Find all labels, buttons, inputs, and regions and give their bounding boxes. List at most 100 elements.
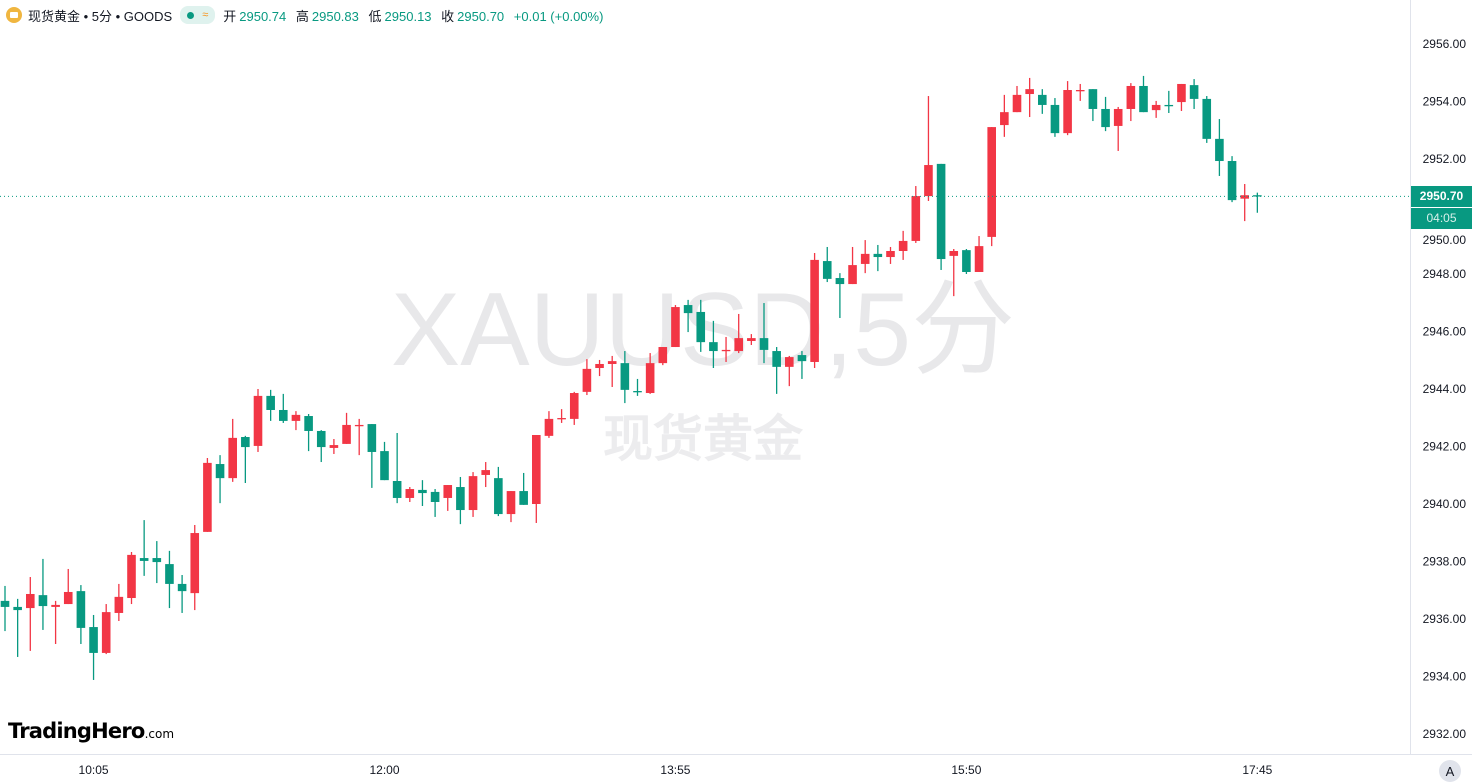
candle [203, 458, 212, 532]
price-tick-label: 2944.00 [1423, 382, 1467, 396]
candle [190, 524, 200, 611]
candle-body [1215, 138, 1224, 162]
candle-body [203, 462, 212, 532]
candle [291, 411, 301, 431]
price-axis[interactable]: 2932.00 2934.00 2936.00 2938.00 2940.00 2942.… [1423, 37, 1467, 741]
candle-body [190, 533, 200, 594]
candle-body [557, 418, 566, 420]
candle [228, 418, 237, 482]
time-axis[interactable]: 10:05 12:00 13:55 15:50 17:45 [79, 763, 1273, 777]
candle [506, 491, 516, 523]
candle-body [1063, 90, 1072, 134]
candle [1050, 98, 1060, 137]
candle [607, 355, 617, 387]
candle [658, 347, 668, 366]
candle-body [911, 196, 921, 241]
candle-body [607, 361, 617, 364]
candle-body [63, 591, 73, 605]
candle [822, 246, 832, 283]
candle [987, 127, 996, 247]
candle-body [962, 250, 971, 272]
candle-body [1088, 89, 1098, 109]
candle-body [380, 451, 389, 481]
candle [1139, 75, 1148, 113]
candle [1227, 156, 1237, 203]
candle-body [494, 478, 503, 515]
candle-body [848, 265, 857, 285]
candle-body [696, 311, 706, 343]
candle [582, 359, 592, 396]
candle [316, 430, 326, 463]
time-tick-label: 17:45 [1242, 763, 1272, 777]
candle [0, 585, 10, 632]
candle [165, 550, 174, 609]
logo-brand: TradingHero [8, 719, 145, 743]
candle [1164, 90, 1174, 113]
candle-body [152, 558, 162, 563]
candle-body [26, 593, 35, 609]
candle [911, 186, 921, 243]
candle [595, 359, 604, 377]
close-value: 2950.70 [457, 8, 505, 24]
candle-body [1202, 98, 1212, 139]
candle [1215, 119, 1224, 176]
wave-icon: ≈ [202, 8, 209, 21]
candle [532, 435, 541, 523]
candle [127, 552, 136, 605]
candle [1177, 83, 1186, 111]
candle-body [797, 355, 807, 362]
candle-body [772, 351, 781, 367]
current-price-label: 2950.70 04:05 [1411, 186, 1472, 229]
candle [481, 462, 490, 488]
auto-scale-button[interactable]: A [1439, 760, 1461, 782]
candle [860, 240, 870, 274]
candle [949, 248, 959, 297]
candle-body [1227, 161, 1237, 201]
time-tick-label: 13:55 [660, 763, 690, 777]
symbol-title[interactable]: 现货黄金 • 5分 • GOODS [28, 8, 173, 24]
candle [1075, 83, 1085, 101]
candle [26, 577, 35, 651]
candle [797, 351, 807, 379]
candle-body [822, 261, 832, 279]
watermark-name: 现货黄金 [603, 410, 804, 468]
candle-body [1025, 89, 1034, 95]
candle-body [709, 342, 718, 352]
current-price-value: 2950.70 [1411, 186, 1472, 208]
time-tick-label: 10:05 [79, 763, 109, 777]
candle-body [316, 430, 326, 448]
candle-body [367, 424, 377, 452]
candle-body [1126, 85, 1136, 109]
candle-body [734, 338, 743, 352]
open-value: 2950.74 [239, 8, 287, 24]
candle-body [886, 251, 895, 258]
price-tick-label: 2954.00 [1423, 95, 1467, 109]
candle [418, 480, 427, 507]
candle-body [974, 246, 984, 272]
candle [1113, 106, 1123, 151]
candle-body [1000, 112, 1009, 126]
market-status-badge[interactable]: ≈ [180, 6, 216, 24]
price-tick-label: 2940.00 [1423, 497, 1467, 511]
candle-body [860, 253, 870, 264]
candle-body [1177, 83, 1186, 103]
candle [443, 485, 453, 511]
candle-body [949, 251, 959, 256]
candle-body [114, 596, 124, 613]
candle-body [759, 338, 769, 350]
gold-bars-icon [6, 7, 22, 23]
ohlc-values: 开 2950.74 高 2950.83 低 2950.13 收 2950.70 +0.0… [223, 6, 609, 25]
candle [1253, 192, 1262, 213]
candle [279, 393, 288, 423]
candle [671, 305, 680, 348]
candle-body [177, 583, 187, 592]
candle-body [936, 163, 946, 260]
candle-body [329, 445, 339, 448]
candle [354, 418, 364, 456]
candle [456, 476, 465, 525]
candle [329, 439, 339, 454]
candle [114, 583, 124, 622]
candle [367, 424, 377, 488]
candle [873, 244, 883, 272]
